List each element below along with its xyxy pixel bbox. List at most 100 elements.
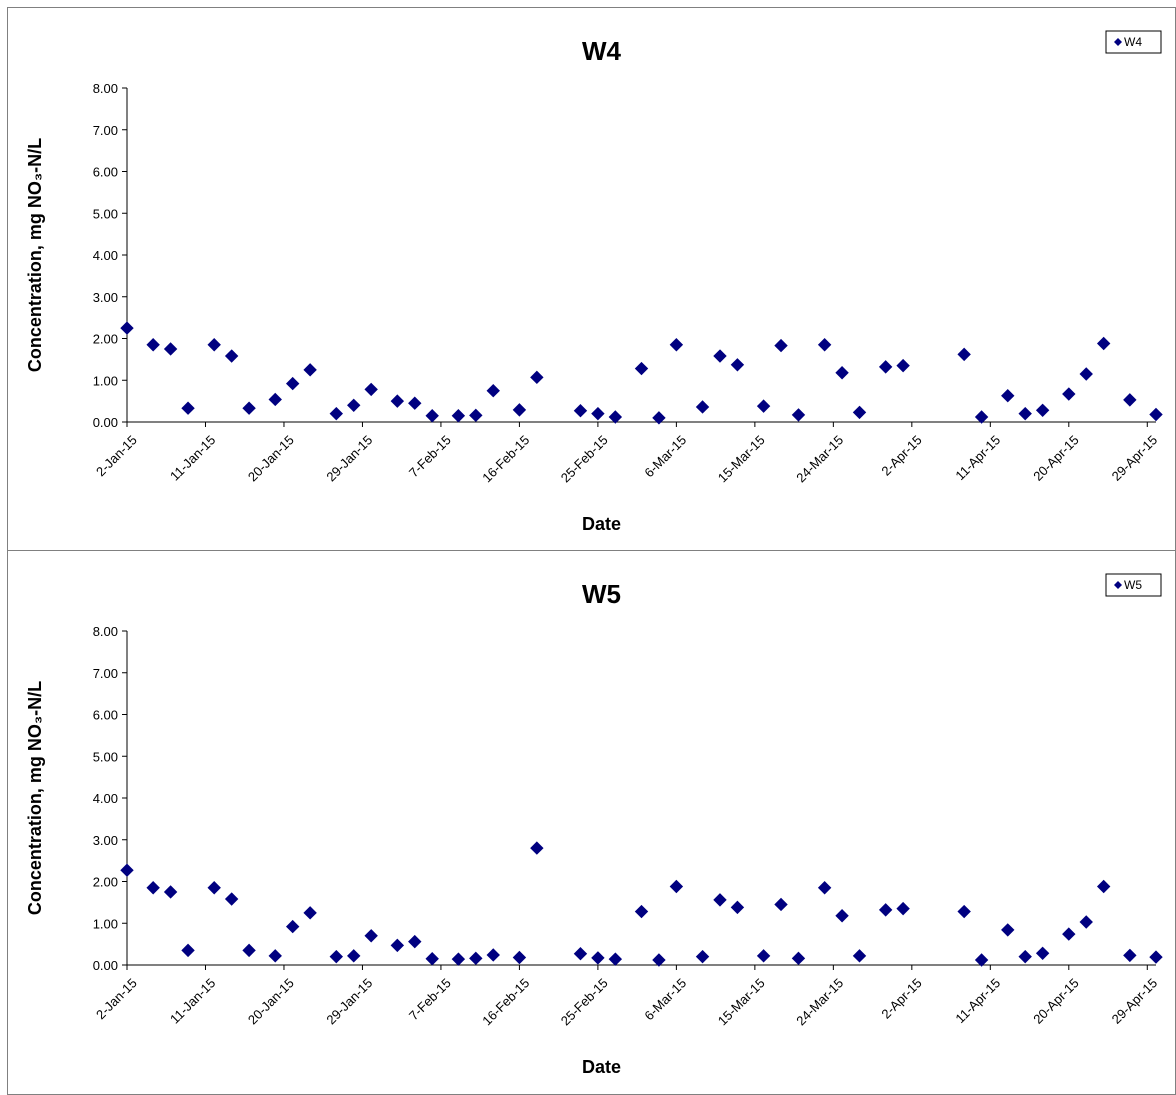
data-point xyxy=(974,953,989,967)
x-tick-label: 15-Mar-15 xyxy=(715,975,768,1028)
data-point xyxy=(791,951,806,966)
x-tick-label: 6-Mar-15 xyxy=(641,975,689,1023)
legend-box xyxy=(1105,573,1162,597)
x-tick-label: 7-Feb-15 xyxy=(406,975,454,1023)
data-point xyxy=(1123,393,1137,407)
data-point xyxy=(451,409,466,423)
x-tick-label: 2-Jan-15 xyxy=(93,975,140,1022)
data-point xyxy=(896,358,910,373)
y-tick-label: 1.00 xyxy=(93,373,118,388)
x-tick-label: 29-Apr-15 xyxy=(1109,432,1160,483)
data-point xyxy=(774,897,788,912)
data-point xyxy=(1018,406,1032,421)
data-point xyxy=(207,881,221,895)
x-tick-label: 11-Apr-15 xyxy=(952,975,1003,1026)
y-tick-label: 8.00 xyxy=(93,81,118,96)
data-point xyxy=(608,952,623,966)
data-point xyxy=(1001,923,1015,937)
y-tick-label: 6.00 xyxy=(93,708,118,723)
data-point xyxy=(1123,948,1137,963)
data-point xyxy=(469,951,483,966)
data-point xyxy=(573,947,588,961)
x-tick-label: 29-Jan-15 xyxy=(323,432,375,484)
x-tick-label: 6-Mar-15 xyxy=(641,432,689,480)
data-point xyxy=(390,394,405,408)
data-point xyxy=(242,401,256,415)
data-point xyxy=(791,408,806,422)
legend-box xyxy=(1105,30,1162,54)
data-point xyxy=(1018,949,1032,964)
data-point xyxy=(695,400,710,414)
data-point xyxy=(364,382,378,397)
x-axis-label: Date xyxy=(582,1057,621,1077)
y-tick-label: 0.00 xyxy=(93,958,118,973)
data-point xyxy=(573,404,588,418)
data-point xyxy=(957,904,971,919)
data-point xyxy=(181,401,195,415)
data-point xyxy=(1035,946,1050,961)
data-point xyxy=(486,383,500,398)
data-point xyxy=(530,841,544,855)
x-tick-label: 25-Feb-15 xyxy=(558,432,611,485)
data-point xyxy=(756,399,771,413)
x-tick-label: 2-Apr-15 xyxy=(878,975,924,1021)
data-point xyxy=(608,410,623,424)
data-point xyxy=(408,934,422,949)
legend: W5 xyxy=(1105,573,1162,597)
data-point xyxy=(268,392,282,407)
data-point xyxy=(1035,403,1050,418)
x-tick-label: 24-Mar-15 xyxy=(793,432,846,485)
data-point xyxy=(817,881,832,895)
data-point xyxy=(652,953,666,967)
data-point xyxy=(730,358,745,372)
data-point xyxy=(1149,407,1163,422)
data-point xyxy=(486,948,500,962)
x-tick-label: 11-Apr-15 xyxy=(952,432,1003,483)
data-point xyxy=(303,363,317,377)
data-point xyxy=(835,366,849,380)
legend-label: W4 xyxy=(1124,35,1142,49)
data-point xyxy=(713,349,727,363)
data-point xyxy=(591,951,605,965)
data-point xyxy=(163,342,178,356)
data-point xyxy=(347,949,361,963)
data-point xyxy=(1062,387,1076,401)
data-point xyxy=(469,408,483,423)
legend-marker xyxy=(1114,581,1122,589)
data-point xyxy=(1001,388,1015,403)
y-tick-label: 7.00 xyxy=(93,123,118,138)
data-point xyxy=(896,901,910,916)
x-tick-label: 7-Feb-15 xyxy=(406,432,454,480)
x-tick-label: 29-Apr-15 xyxy=(1109,975,1160,1026)
data-point xyxy=(1096,336,1111,351)
data-point xyxy=(181,943,195,958)
x-tick-label: 20-Jan-15 xyxy=(245,432,297,484)
data-point xyxy=(329,406,343,421)
y-tick-label: 2.00 xyxy=(93,875,118,890)
x-tick-label: 16-Feb-15 xyxy=(479,975,532,1028)
chart-w4: W4 0.00 1.00 2.00 3.00 4.00 5.00 6.00 7.00 8.00 2-… xyxy=(25,30,1163,534)
data-point xyxy=(1079,915,1093,929)
x-tick-label: 29-Jan-15 xyxy=(323,975,375,1027)
data-point xyxy=(364,929,378,943)
data-point xyxy=(146,881,160,895)
data-point xyxy=(451,952,466,966)
y-tick-label: 7.00 xyxy=(93,666,118,681)
data-point xyxy=(285,376,300,391)
legend: W4 xyxy=(1105,30,1162,54)
data-point xyxy=(224,892,239,906)
data-point xyxy=(774,338,788,353)
x-tick-label: 20-Apr-15 xyxy=(1030,432,1081,483)
x-tick-label: 20-Jan-15 xyxy=(245,975,297,1027)
x-tick-label: 15-Mar-15 xyxy=(715,432,768,485)
chart-panel-w5: W5 0.00 1.00 2.00 3.00 4.00 5.00 6.00 7.00 8.00 2-… xyxy=(7,550,1176,1095)
data-point xyxy=(242,943,256,958)
data-point xyxy=(120,321,134,335)
data-point xyxy=(146,338,160,352)
data-point xyxy=(669,879,684,894)
data-point xyxy=(163,885,178,899)
data-point xyxy=(512,403,527,417)
chart-title: W4 xyxy=(582,36,622,66)
data-point xyxy=(634,361,649,376)
data-point xyxy=(1096,879,1111,894)
